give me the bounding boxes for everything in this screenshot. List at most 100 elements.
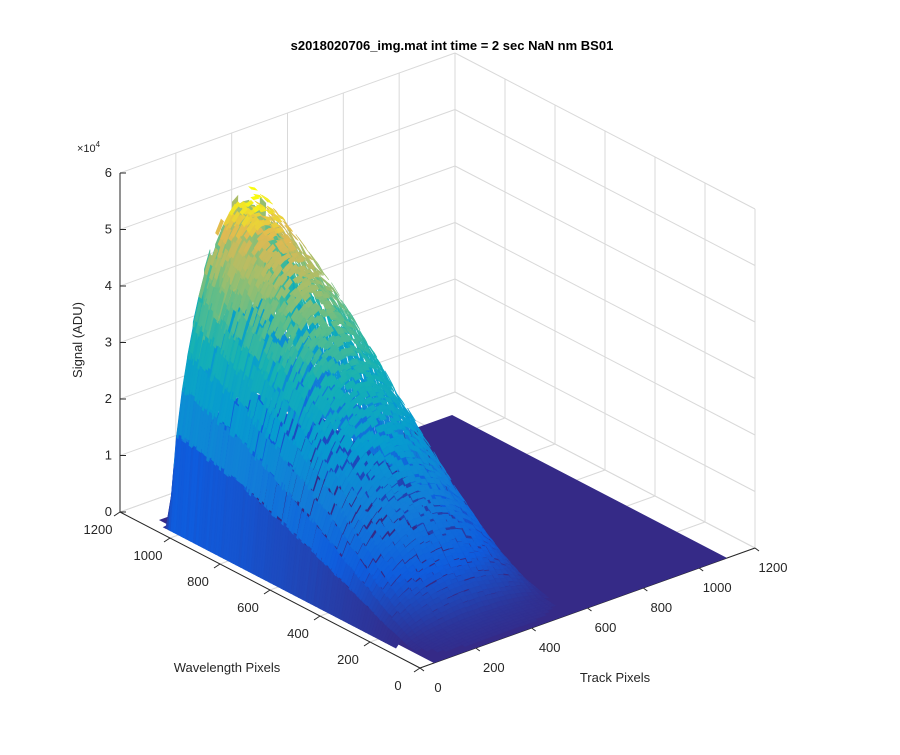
z-axis-label: Signal (ADU): [70, 302, 85, 378]
surface-patch: [262, 407, 272, 435]
surface-patch: [478, 551, 489, 558]
surface-patch: [238, 315, 248, 341]
surface-patch: [372, 547, 382, 562]
surface-patch: [438, 485, 448, 494]
surface-patch: [391, 483, 401, 494]
surface-patch: [266, 243, 276, 255]
surface-patch: [255, 271, 264, 289]
surface-patch: [361, 566, 371, 584]
surface-patch: [334, 527, 343, 549]
surface-patch: [308, 278, 319, 286]
surface-patch: [386, 404, 396, 411]
surface-patch: [439, 558, 449, 567]
surface-patch: [441, 521, 451, 528]
surface-patch: [343, 319, 354, 328]
surface-patch: [412, 439, 423, 449]
surface-patch: [270, 388, 280, 414]
surface-patch: [354, 536, 364, 554]
surface-patch: [209, 373, 218, 411]
surface-patch: [352, 333, 362, 343]
surface-patch: [342, 362, 352, 372]
surface-patch: [361, 420, 371, 432]
surface-patch: [438, 581, 448, 590]
surface-patch: [455, 490, 464, 502]
surface-patch: [265, 281, 274, 299]
surface-patch: [432, 541, 442, 550]
surface-patch: [456, 552, 466, 560]
surface-patch: [394, 408, 404, 417]
surface-patch: [285, 230, 295, 242]
surface-patch: [378, 413, 387, 421]
surface-patch: [234, 291, 243, 314]
y-tick-label: 0: [394, 678, 401, 693]
surface-patch: [200, 298, 210, 328]
surface-patch: [380, 476, 390, 488]
surface-patch: [237, 255, 247, 273]
surface-patch: [413, 476, 423, 484]
grid-line-back-wall-horizontal: [119, 109, 456, 230]
surface-patch: [349, 328, 359, 337]
surface-patch: [194, 330, 204, 363]
surface-patch: [386, 377, 395, 389]
surface-patch: [270, 299, 279, 316]
surface-patch: [359, 390, 369, 400]
surface-patch: [407, 407, 416, 422]
surface-patch: [217, 349, 227, 382]
surface-patch: [337, 426, 346, 442]
surface-patch: [355, 518, 365, 535]
surface-patch: [307, 372, 316, 391]
surface-patch: [255, 337, 265, 362]
surface-patch: [334, 351, 344, 363]
surface-patch: [363, 371, 373, 378]
surface-patch: [282, 315, 292, 332]
surface-patch: [215, 290, 225, 316]
surface-patch: [257, 298, 266, 318]
surface-patch: [458, 492, 468, 504]
z-exponent-label: ×104: [77, 140, 101, 155]
surface-patch: [222, 227, 232, 245]
surface-patch: [299, 358, 309, 377]
surface-patch: [427, 446, 436, 458]
surface-patch: [463, 529, 473, 537]
surface-patch: [379, 398, 389, 406]
surface-patch: [528, 618, 539, 623]
surface-patch: [245, 351, 255, 378]
surface-patch: [305, 273, 315, 280]
surface-patch: [263, 251, 273, 265]
surface-patch: [261, 240, 271, 252]
surface-patch: [264, 334, 273, 356]
surface-patch: [352, 372, 362, 382]
surface-patch: [295, 257, 305, 263]
surface-patch: [304, 256, 314, 266]
surface-patch: [247, 269, 257, 287]
surface-patch: [383, 409, 393, 416]
surface-patch: [358, 330, 368, 343]
surface-patch: [243, 239, 253, 255]
surface-patch: [418, 440, 428, 450]
surface-patch: [232, 270, 241, 291]
surface-patch: [376, 453, 386, 465]
surface-patch: [322, 401, 331, 418]
surface-patch: [364, 395, 374, 405]
surface-patch: [464, 513, 474, 523]
surface-patch: [256, 459, 265, 500]
surface-patch: [245, 262, 254, 280]
surface-patch: [331, 282, 340, 296]
grid-line-side-wall-horizontal: [454, 391, 756, 549]
surface-patch: [474, 585, 484, 593]
surface-patch: [248, 186, 259, 191]
surface-patch: [507, 581, 517, 587]
surface-patch: [267, 231, 277, 240]
surface-patch: [251, 314, 261, 336]
surface-patch: [313, 528, 323, 556]
surface-patch: [263, 215, 273, 221]
surface-patch: [430, 523, 440, 532]
x-tick-mark: [587, 607, 592, 612]
surface-patch: [385, 382, 395, 392]
surface-patch: [489, 552, 500, 560]
surface-patch: [406, 416, 415, 427]
surface-patch: [403, 451, 413, 458]
surface-patch: [315, 290, 325, 298]
chart-title: s2018020706_img.mat int time = 2 sec NaN…: [291, 38, 614, 53]
surface-patch: [310, 272, 321, 278]
